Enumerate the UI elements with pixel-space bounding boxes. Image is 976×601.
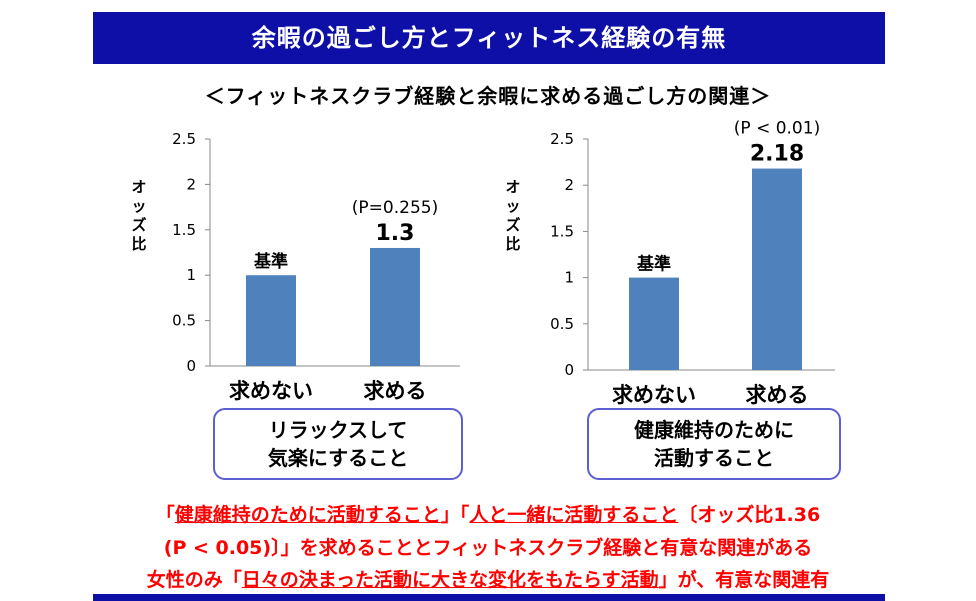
- y-tick-label: 0.5: [550, 315, 574, 333]
- x-category-label: 求める: [746, 383, 809, 407]
- y-axis-label-char: 比: [131, 235, 146, 253]
- y-tick-label: 1.5: [550, 222, 574, 240]
- note-text: 「: [155, 504, 175, 526]
- page-subtitle: ＜フィットネスクラブ経験と余暇に求める過ごし方の関連＞: [204, 84, 772, 108]
- note-underlined-text: 健康維持のために活動すること: [174, 504, 441, 526]
- caption-line: リラックスして: [268, 418, 408, 442]
- bar: [246, 275, 296, 366]
- page-title: 余暇の過ごし方とフィットネス経験の有無: [251, 24, 727, 52]
- title-banner: 余暇の過ごし方とフィットネス経験の有無: [93, 12, 885, 64]
- caption-box-relax: リラックスして 気楽にすること: [213, 408, 463, 480]
- y-axis-label-char: ズ: [505, 216, 520, 234]
- y-axis-label-char: 比: [505, 235, 520, 253]
- y-axis-label-char: オ: [505, 178, 520, 196]
- y-axis-label-char: ッ: [505, 197, 520, 215]
- note-text: 〔オッズ比1.36: [678, 504, 821, 526]
- bar-value-label: 基準: [253, 251, 288, 272]
- y-tick-label: 2: [186, 175, 196, 193]
- note-underlined-text: 日々の決まった活動に大きな変化をもたらす活動: [241, 569, 659, 591]
- bar-value-label: 基準: [636, 254, 671, 275]
- y-tick-label: 2.5: [550, 130, 574, 148]
- finding-line-3: 女性のみ「日々の決まった活動に大きな変化をもたらす活動」が、有意な関連有: [0, 565, 976, 592]
- note-text: 」「: [440, 504, 470, 526]
- caption-line: 活動すること: [654, 446, 774, 470]
- bar-value-label: 2.18: [750, 142, 804, 167]
- bar: [752, 168, 802, 370]
- x-category-label: 求めない: [612, 383, 696, 407]
- y-axis-label-char: ズ: [131, 216, 146, 234]
- bar-value-label: 1.3: [376, 221, 415, 246]
- note-text: 」が、有意な関連有: [658, 569, 830, 591]
- note-underlined-text: 人と一緒に活動すること: [469, 504, 679, 526]
- finding-line-2: (P < 0.05)〕」を求めることとフィットネスクラブ経験と有意な関連がある: [163, 537, 813, 559]
- y-tick-label: 1: [186, 266, 196, 284]
- y-tick-label: 0: [564, 361, 574, 379]
- y-tick-label: 1: [564, 269, 574, 287]
- y-tick-label: 2: [564, 176, 574, 194]
- bar: [370, 247, 420, 366]
- x-category-label: 求める: [364, 379, 427, 403]
- y-tick-label: 0: [186, 357, 196, 375]
- y-tick-label: 2.5: [172, 130, 196, 148]
- caption-line: 健康維持のために: [634, 418, 794, 442]
- x-category-label: 求めない: [229, 379, 313, 403]
- y-tick-label: 1.5: [172, 221, 196, 239]
- bottom-rule: [93, 594, 885, 601]
- p-value-label: (P=0.255): [352, 198, 438, 218]
- y-axis-label-char: ッ: [131, 197, 146, 215]
- finding-line-1: 「健康維持のために活動すること」「人と一緒に活動すること〔オッズ比1.36: [0, 500, 976, 527]
- caption-line: 気楽にすること: [267, 446, 409, 470]
- note-text: 女性のみ「: [146, 569, 242, 591]
- caption-box-health: 健康維持のために 活動すること: [587, 408, 841, 480]
- p-value-label: (P < 0.01): [734, 119, 820, 139]
- y-tick-label: 0.5: [172, 312, 196, 330]
- bar: [629, 277, 679, 370]
- y-axis-label-char: オ: [131, 178, 146, 196]
